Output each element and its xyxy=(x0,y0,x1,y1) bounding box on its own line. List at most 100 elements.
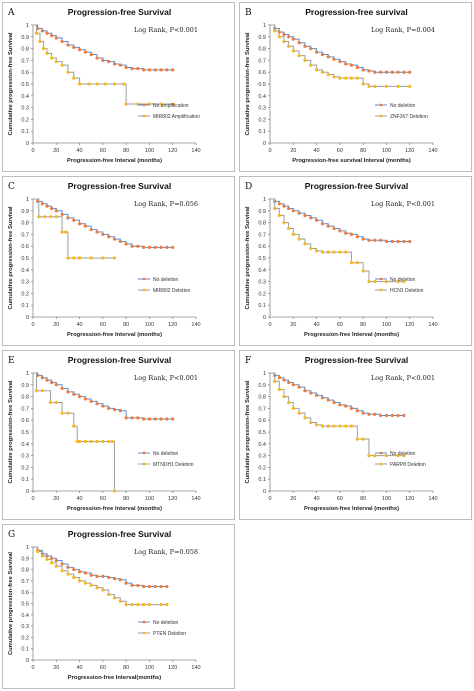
survival-curve-2 xyxy=(33,198,115,259)
y-tick-label: 0 xyxy=(263,315,266,321)
censor-marker xyxy=(95,586,99,590)
y-tick-label: 0.4 xyxy=(258,94,266,100)
y-tick-label: 0.3 xyxy=(258,454,266,460)
x-tick-label: 40 xyxy=(314,148,320,154)
censor-marker xyxy=(142,584,146,589)
censor-marker xyxy=(50,56,54,60)
panel-letter: E xyxy=(8,356,15,366)
censor-marker xyxy=(344,62,348,66)
censor-marker xyxy=(320,396,324,400)
x-tick-label: 20 xyxy=(53,496,59,502)
censor-marker xyxy=(373,454,377,458)
chart-svg: D Progression-free Survival Log Rank, P<0.… xyxy=(245,181,438,338)
censor-marker xyxy=(45,51,49,55)
censor-marker xyxy=(361,437,365,441)
censor-marker xyxy=(287,35,291,39)
chart-svg: A Progression-free Survival Log Rank, P<0.… xyxy=(7,7,201,164)
censor-marker xyxy=(396,413,400,418)
censor-marker xyxy=(355,261,359,265)
censor-marker xyxy=(408,239,412,244)
censor-marker xyxy=(344,250,348,254)
censor-marker xyxy=(142,68,146,72)
chart-title: Progression-free Survival xyxy=(305,181,408,191)
y-tick-label: 0.6 xyxy=(258,70,266,76)
y-tick-label: 0.7 xyxy=(258,58,266,64)
censor-marker xyxy=(332,226,336,231)
y-tick-label: 0.2 xyxy=(258,465,266,471)
censor-marker xyxy=(66,70,70,74)
censor-marker xyxy=(396,454,400,458)
y-tick-label: 0.7 xyxy=(258,406,266,412)
censor-marker xyxy=(320,424,324,428)
censor-marker xyxy=(101,574,105,578)
x-tick-label: 120 xyxy=(405,496,414,502)
censor-marker xyxy=(291,406,295,410)
censor-marker xyxy=(40,389,44,393)
legend-marker xyxy=(379,277,383,281)
censor-marker xyxy=(165,417,169,421)
y-tick-label: 1 xyxy=(26,197,29,203)
censor-marker xyxy=(396,239,400,244)
censor-marker xyxy=(101,439,105,444)
censor-marker xyxy=(118,409,122,413)
censor-marker xyxy=(60,39,64,44)
censor-marker xyxy=(171,417,175,421)
censor-marker xyxy=(89,52,93,57)
legend-label: ZNF267 Deletion xyxy=(390,114,428,120)
censor-marker xyxy=(320,70,324,74)
censor-marker xyxy=(309,47,313,51)
y-axis-title: Cumulative progression-free Survival xyxy=(8,552,14,655)
censor-marker xyxy=(66,411,70,415)
y-tick-label: 0.8 xyxy=(21,568,29,574)
censor-marker xyxy=(101,58,105,63)
censor-marker xyxy=(338,229,342,233)
censor-marker xyxy=(349,406,354,410)
censor-marker xyxy=(60,230,64,234)
y-tick-label: 0.4 xyxy=(21,613,29,619)
censor-marker xyxy=(66,43,70,47)
censor-marker xyxy=(379,70,383,74)
censor-marker xyxy=(349,261,354,265)
censor-marker xyxy=(338,424,342,428)
legend-label: No deletion xyxy=(390,451,416,457)
y-axis-title: Cumulative progression-free Survival xyxy=(245,32,251,135)
legend-marker xyxy=(142,288,146,292)
censor-marker xyxy=(291,232,295,236)
censor-marker xyxy=(72,76,76,80)
censor-marker xyxy=(118,63,122,67)
censor-marker xyxy=(60,569,64,573)
censor-marker xyxy=(314,249,319,253)
censor-marker xyxy=(373,84,377,88)
censor-marker xyxy=(72,218,76,222)
censor-marker xyxy=(171,245,175,249)
y-tick-label: 0.1 xyxy=(21,129,29,135)
censor-marker xyxy=(355,76,359,80)
x-tick-label: 140 xyxy=(428,496,437,502)
legend-label: PARP8 Deletion xyxy=(390,462,426,468)
censor-marker xyxy=(72,568,76,572)
log-rank-label: Log Rank, P=0.058 xyxy=(134,548,198,556)
censor-marker xyxy=(326,224,330,228)
chart-svg: F Progression-free Survival Log Rank, P<0.… xyxy=(245,355,438,512)
x-tick-label: 60 xyxy=(100,322,106,328)
censor-marker xyxy=(60,212,64,216)
y-tick-label: 0.1 xyxy=(258,477,266,483)
censor-marker xyxy=(320,52,324,57)
censor-marker xyxy=(373,412,377,416)
censor-marker xyxy=(66,565,70,569)
x-tick-label: 40 xyxy=(77,148,83,154)
x-tick-label: 20 xyxy=(290,322,296,328)
censor-marker xyxy=(101,404,105,408)
censor-marker xyxy=(277,376,281,380)
y-tick-label: 0 xyxy=(26,489,29,495)
x-tick-label: 60 xyxy=(337,322,343,328)
censor-marker xyxy=(72,256,76,260)
censor-marker xyxy=(332,250,336,254)
censor-marker xyxy=(361,68,365,72)
y-tick-label: 1 xyxy=(263,371,266,377)
censor-marker xyxy=(332,75,336,79)
y-tick-label: 0.9 xyxy=(258,35,266,41)
y-tick-label: 0.2 xyxy=(258,117,266,123)
y-tick-label: 0.1 xyxy=(21,477,29,483)
censor-marker xyxy=(384,84,389,88)
